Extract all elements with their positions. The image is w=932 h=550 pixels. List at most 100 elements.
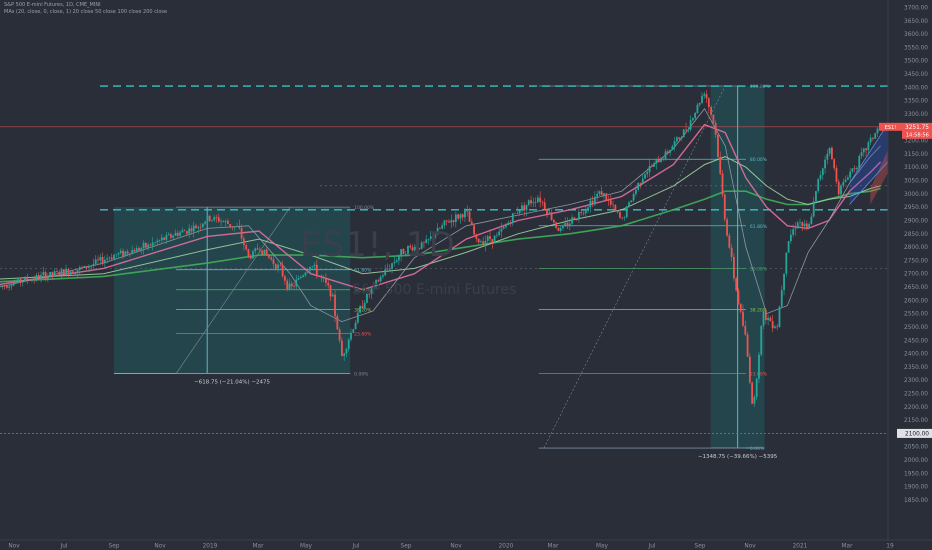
candle-body <box>233 226 236 228</box>
candle-body <box>803 223 806 227</box>
fib-label: 50.00% <box>354 288 372 294</box>
candle-body <box>62 269 65 275</box>
candle-body <box>288 283 291 290</box>
x-tick-label: May <box>596 544 609 550</box>
candle-body <box>628 202 630 207</box>
y-tick-label: 2750.00 <box>904 258 928 264</box>
y-tick-label: 3000.00 <box>904 192 928 198</box>
candle-body <box>739 303 742 312</box>
candle-body <box>270 257 273 260</box>
candle-body <box>293 286 295 287</box>
candle-body <box>279 264 282 266</box>
candle-body <box>434 234 437 239</box>
candle-body <box>753 396 756 404</box>
candle-body <box>211 219 213 221</box>
measure-label: −618.75 (−21.04%) −2475 <box>194 380 270 386</box>
y-tick-label: 2600.00 <box>904 298 928 304</box>
candle-body <box>15 281 17 283</box>
candle-body <box>124 251 127 256</box>
candle-body <box>224 220 227 222</box>
candle-body <box>345 348 348 354</box>
candle-body <box>247 249 250 257</box>
y-axis[interactable]: 1850.00 1900.00 1950.00 2000.00 2050.00 2100.… <box>887 0 932 550</box>
candle-body <box>589 200 592 208</box>
measure-boxes: −618.75 (−21.04%) −2475 −1348.75 (−39.66%… <box>113 86 778 460</box>
candle-body <box>482 241 485 245</box>
candle-body <box>603 193 605 196</box>
candle-body <box>1 285 4 286</box>
fib-label: 61.80% <box>750 224 768 230</box>
candle-body <box>591 200 594 205</box>
candle-body <box>208 215 211 221</box>
candle-body <box>833 159 836 169</box>
candle-body <box>849 171 852 178</box>
candle-body <box>865 148 867 151</box>
candle-body <box>377 280 380 282</box>
candle-body <box>548 212 551 215</box>
candle-body <box>473 225 475 235</box>
candle-body <box>347 339 350 349</box>
y-tick-label: 2400.00 <box>904 352 928 358</box>
candle-body <box>760 325 763 355</box>
candle-body <box>792 229 795 235</box>
candle-body <box>304 272 307 276</box>
candle-body <box>821 168 824 176</box>
candle-body <box>363 302 366 309</box>
x-tick-label: Jul <box>352 544 360 550</box>
candle-body <box>817 178 820 192</box>
candle-body <box>126 251 129 254</box>
candle-body <box>302 275 305 277</box>
candle-body <box>872 137 874 139</box>
y-tick-label: 3500.00 <box>904 59 928 65</box>
candle-body <box>623 217 626 218</box>
candle-body <box>227 220 229 225</box>
candle-body <box>350 332 352 340</box>
y-tick-label: 3050.00 <box>904 179 928 185</box>
candle-body <box>776 326 779 328</box>
candle-body <box>284 276 286 281</box>
candle-body <box>46 275 49 280</box>
indicator-legend: MAs (20, close, 0, close, 1) 20 close 50… <box>4 9 168 15</box>
candle-body <box>195 225 197 229</box>
candle-body <box>746 334 749 357</box>
candle-body <box>53 271 56 275</box>
x-axis[interactable]: Nov Jul Sep Nov 2019 Mar May Jul Sep Nov 2020 Mar Ma… <box>0 539 932 550</box>
candle-body <box>334 294 336 317</box>
candle-body <box>129 253 131 255</box>
candle-body <box>407 245 409 254</box>
candle-body <box>671 146 674 150</box>
candle-body <box>368 293 371 295</box>
candle-body <box>799 222 801 223</box>
candle-body <box>774 326 776 329</box>
y-tick-label: 2200.00 <box>904 405 928 411</box>
candle-body <box>801 222 804 227</box>
candle-body <box>386 268 389 270</box>
candle-body <box>352 329 355 333</box>
candle-body <box>174 232 177 236</box>
candle-body <box>710 106 713 115</box>
y-tick-label: 2550.00 <box>904 312 928 318</box>
candle-body <box>117 253 120 255</box>
x-tick-label: Sep <box>401 544 412 550</box>
candle-body <box>682 129 685 138</box>
candle-body <box>372 284 375 289</box>
candle-body <box>555 222 558 228</box>
candle-body <box>459 214 462 219</box>
candle-body <box>325 278 327 283</box>
candle-body <box>691 118 694 121</box>
candle-body <box>258 249 261 251</box>
candle-body <box>523 205 526 211</box>
level-tag <box>897 428 932 438</box>
candle-body <box>0 285 1 286</box>
candle-body <box>767 317 769 321</box>
candle-body <box>404 253 407 255</box>
candle-body <box>327 282 330 286</box>
candle-body <box>530 200 532 204</box>
y-tick-label: 2150.00 <box>904 418 928 424</box>
symbol-title: S&P 500 E-mini Futures, 1D, CME_MINI <box>4 2 101 8</box>
candle-body <box>391 263 393 269</box>
candle-body <box>641 178 644 184</box>
candle-body <box>76 270 79 274</box>
y-tick-label: 2850.00 <box>904 232 928 238</box>
